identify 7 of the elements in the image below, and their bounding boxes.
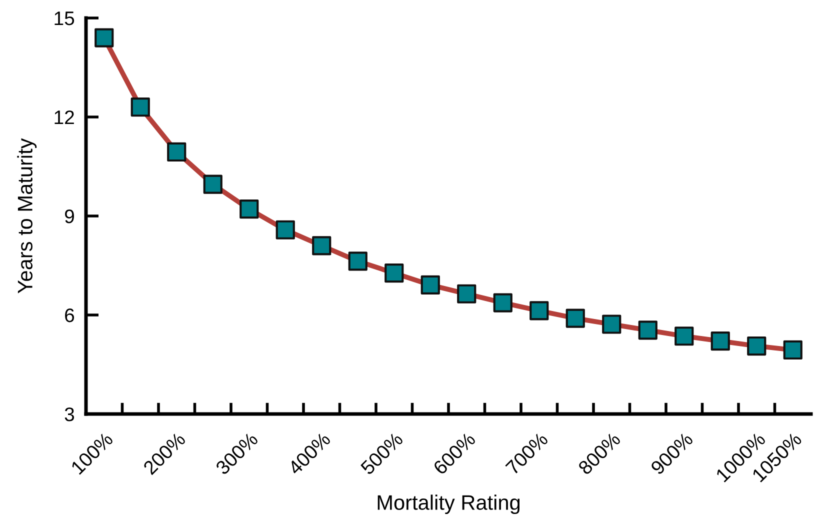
y-axis-title: Years to Maturity: [17, 138, 37, 294]
x-axis-title: Mortality Rating: [378, 494, 520, 514]
y-tick-label: 12: [54, 110, 74, 124]
y-tick-label: 6: [65, 308, 74, 322]
y-tick-label: 3: [64, 407, 74, 422]
y-tick-label: 9: [64, 209, 74, 224]
y-tick-label: 15: [54, 12, 74, 26]
